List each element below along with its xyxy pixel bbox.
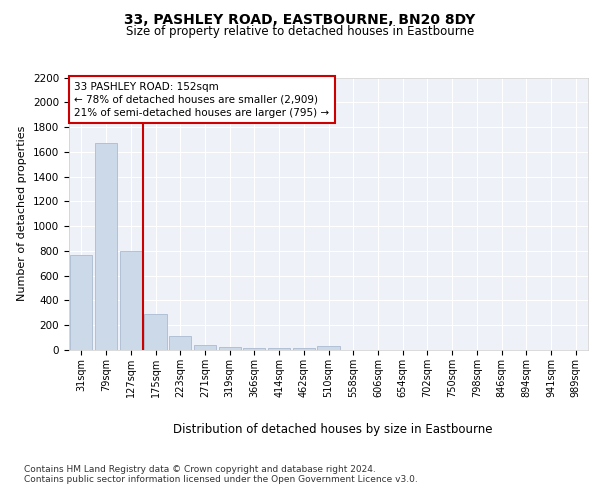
Bar: [317, 346, 340, 350]
Bar: [293, 348, 315, 350]
Bar: [268, 348, 290, 350]
Bar: [70, 254, 92, 350]
Bar: [145, 314, 167, 350]
Bar: [243, 348, 265, 350]
Text: Size of property relative to detached houses in Eastbourne: Size of property relative to detached ho…: [126, 25, 474, 38]
Y-axis label: Number of detached properties: Number of detached properties: [17, 126, 28, 302]
Bar: [218, 348, 241, 350]
Bar: [119, 251, 142, 350]
Bar: [95, 143, 117, 350]
Bar: [194, 346, 216, 350]
Text: 33, PASHLEY ROAD, EASTBOURNE, BN20 8DY: 33, PASHLEY ROAD, EASTBOURNE, BN20 8DY: [124, 12, 476, 26]
Text: 33 PASHLEY ROAD: 152sqm
← 78% of detached houses are smaller (2,909)
21% of semi: 33 PASHLEY ROAD: 152sqm ← 78% of detache…: [74, 82, 329, 118]
Bar: [169, 336, 191, 350]
Text: Distribution of detached houses by size in Eastbourne: Distribution of detached houses by size …: [173, 422, 493, 436]
Text: Contains HM Land Registry data © Crown copyright and database right 2024.
Contai: Contains HM Land Registry data © Crown c…: [24, 465, 418, 484]
